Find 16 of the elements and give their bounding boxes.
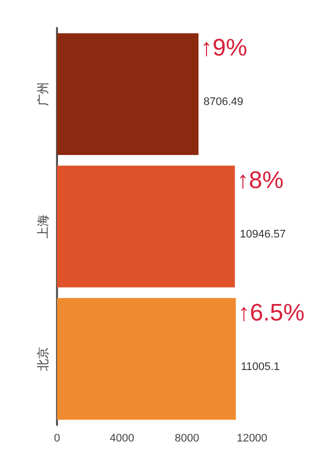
x-tick-label: 12000 [236,432,268,444]
annotation: ↑8% [236,167,284,194]
data-label: 11005.1 [240,360,280,373]
x-tick-label: 0 [54,432,60,444]
y-tick-label: 广州 [36,82,50,106]
data-label: 10946.57 [240,228,286,240]
data-label: 8706.49 [203,96,244,108]
bar [57,166,235,288]
annotation: ↑9% [200,34,248,62]
bar [57,298,236,420]
x-tick-label: 8000 [174,432,200,444]
bar [57,33,198,156]
y-tick-label: 上海 [36,214,50,238]
annotation: ↑6.5% [238,299,305,326]
y-tick-label: 北京 [36,346,50,371]
x-tick-label: 4000 [110,432,134,444]
